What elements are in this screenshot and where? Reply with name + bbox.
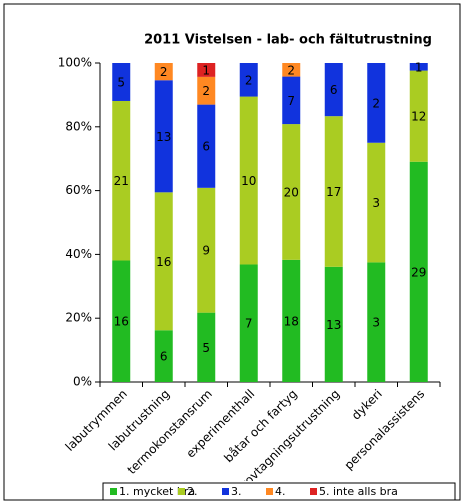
bar-segment: [409, 70, 428, 162]
data-label: 1: [415, 60, 423, 74]
bar-segment: [239, 264, 258, 382]
data-label: 2: [245, 73, 253, 87]
bar-segment: [409, 63, 428, 71]
legend-swatch: [110, 488, 117, 495]
bar-segment: [197, 104, 216, 188]
y-tick-label: 60%: [65, 183, 92, 197]
bar-segment: [197, 63, 216, 77]
data-label: 6: [330, 83, 338, 97]
data-label: 5: [202, 341, 210, 355]
bar-segment: [367, 63, 386, 143]
bar-segment: [324, 63, 343, 117]
data-label: 2: [372, 96, 380, 110]
data-label: 5: [117, 75, 125, 89]
y-tick-label: 0%: [73, 375, 92, 389]
bar-segment: [409, 161, 428, 382]
data-label: 7: [287, 94, 295, 108]
bar-segment: [367, 262, 386, 382]
bar-segment: [197, 187, 216, 313]
bar-segment: [239, 63, 258, 97]
y-tick-label: 80%: [65, 119, 92, 133]
data-label: 2: [160, 65, 168, 79]
data-label: 6: [202, 140, 210, 154]
data-label: 20: [284, 185, 299, 199]
legend-swatch: [266, 488, 273, 495]
bar-segment: [112, 260, 131, 382]
bar-segment: [112, 63, 131, 101]
data-label: 13: [326, 318, 341, 332]
legend-swatch: [310, 488, 317, 495]
bar-segment: [197, 312, 216, 382]
data-label: 16: [114, 315, 129, 329]
bar-segment: [282, 76, 301, 125]
data-label: 13: [156, 130, 171, 144]
legend-label: 3.: [231, 485, 242, 498]
legend-label: 2.: [187, 485, 198, 498]
bar-segment: [324, 116, 343, 267]
bar-segment: [112, 100, 131, 261]
data-label: 18: [284, 314, 299, 328]
bar-segment: [154, 192, 173, 331]
bar-segment: [367, 142, 386, 263]
bar-segment: [154, 63, 173, 81]
bar-segment: [282, 259, 301, 382]
data-label: 16: [156, 255, 171, 269]
legend: [102, 482, 456, 501]
legend-label: 5. inte alls bra: [319, 485, 398, 498]
data-label: 2: [287, 63, 295, 77]
data-label: 21: [114, 174, 129, 188]
y-tick-label: 100%: [58, 56, 92, 70]
bar-segment: [324, 266, 343, 382]
legend-swatch: [222, 488, 229, 495]
y-tick-label: 20%: [65, 311, 92, 325]
bar-segment: [239, 96, 258, 265]
data-label: 3: [372, 196, 380, 210]
data-label: 10: [241, 174, 256, 188]
data-label: 3: [372, 316, 380, 330]
legend-label: 1. mycket bra: [119, 485, 195, 498]
data-label: 9: [202, 244, 210, 258]
y-tick-label: 40%: [65, 247, 92, 261]
data-label: 2: [202, 84, 210, 98]
bar-segment: [282, 124, 301, 260]
data-label: 17: [326, 185, 341, 199]
bar-segment: [154, 80, 173, 193]
chart-title: 2011 Vistelsen - lab- och fältutrustning: [144, 33, 432, 48]
data-label: 6: [160, 350, 168, 364]
data-label: 29: [411, 265, 426, 279]
bar-segment: [197, 76, 216, 105]
bar-segment: [282, 63, 301, 77]
data-label: 12: [411, 110, 426, 124]
legend-swatch: [178, 488, 185, 495]
data-label: 7: [245, 317, 253, 331]
data-label: 1: [202, 63, 210, 77]
legend-label: 4.: [275, 485, 286, 498]
bar-segment: [154, 330, 173, 382]
